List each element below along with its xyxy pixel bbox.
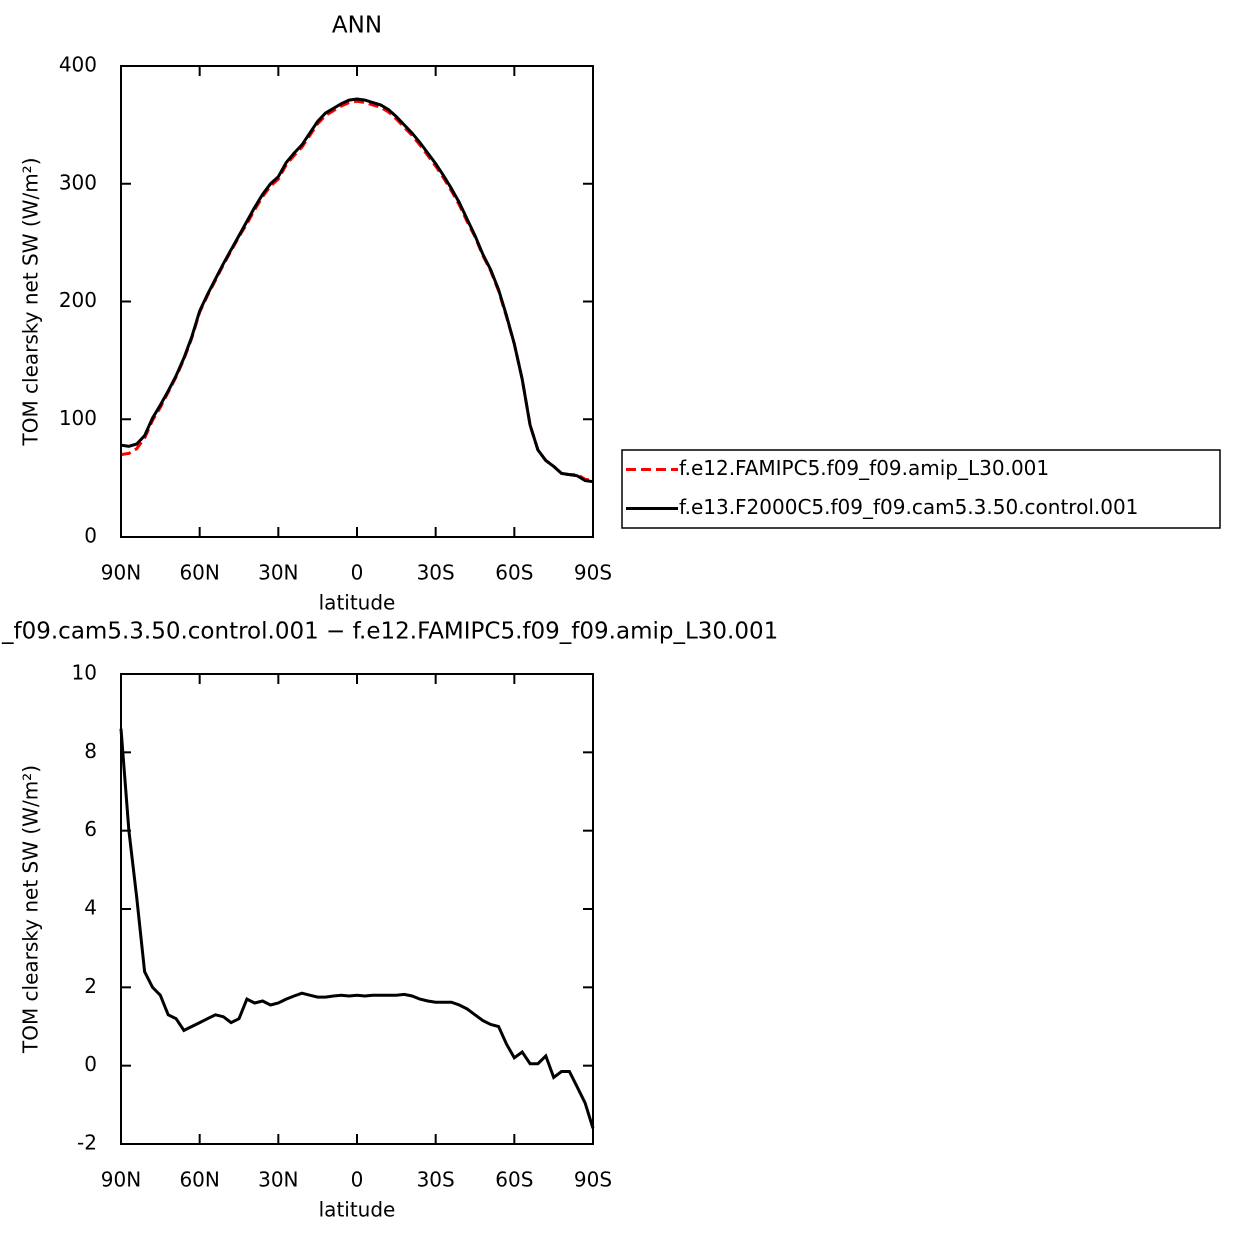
y-axis-label: TOM clearsky net SW (W/m²) — [19, 157, 43, 446]
x-axis-label: latitude — [319, 1198, 396, 1222]
legend-label: f.e12.FAMIPC5.f09_f09.amip_L30.001 — [679, 456, 1049, 480]
y-tick-label: 400 — [59, 53, 97, 77]
x-tick-label: 60S — [495, 1168, 533, 1192]
y-axis-label: TOM clearsky net SW (W/m²) — [19, 765, 43, 1054]
x-tick-label: 90S — [574, 1168, 612, 1192]
x-axis-label: latitude — [319, 591, 396, 615]
y-tick-label: 300 — [59, 170, 97, 194]
legend-label: f.e13.F2000C5.f09_f09.cam5.3.50.control.… — [679, 495, 1138, 519]
x-tick-label: 0 — [351, 561, 364, 585]
x-tick-label: 0 — [351, 1168, 364, 1192]
x-tick-label: 30N — [258, 561, 298, 585]
x-tick-label: 90N — [101, 1168, 141, 1192]
x-tick-label: 60N — [179, 1168, 219, 1192]
line-series — [120, 97, 594, 484]
y-tick-label: 6 — [84, 817, 97, 841]
x-tick-label: 60S — [495, 561, 533, 585]
plot-frame — [120, 673, 594, 1145]
chart-title: ANN — [332, 13, 382, 39]
x-tick-label: 30S — [417, 561, 455, 585]
y-tick-label: 8 — [84, 739, 97, 763]
legend-box — [621, 449, 1221, 529]
x-tick-label: 90S — [574, 561, 612, 585]
y-tick-label: -2 — [77, 1131, 97, 1155]
y-tick-label: 10 — [72, 661, 97, 685]
y-tick-label: 100 — [59, 406, 97, 430]
line-series — [119, 728, 595, 1129]
x-tick-label: 90N — [101, 561, 141, 585]
x-tick-label: 30N — [258, 1168, 298, 1192]
chart-title: _f09.cam5.3.50.control.001 − f.e12.FAMIP… — [1, 619, 778, 645]
x-tick-label: 60N — [179, 561, 219, 585]
y-tick-label: 0 — [84, 1052, 97, 1076]
x-tick-label: 30S — [417, 1168, 455, 1192]
y-tick-label: 2 — [84, 974, 97, 998]
y-tick-label: 4 — [84, 896, 97, 920]
y-tick-label: 200 — [59, 288, 97, 312]
y-tick-label: 0 — [84, 524, 97, 548]
plot-frame — [120, 65, 594, 538]
line-series — [120, 99, 594, 482]
